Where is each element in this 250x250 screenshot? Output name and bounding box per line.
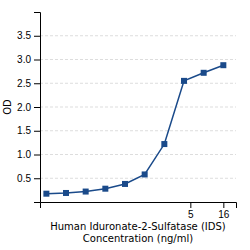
line	[46, 65, 223, 193]
tick: 1.0	[17, 149, 40, 160]
point	[161, 141, 167, 147]
tick: 3.0	[17, 54, 40, 65]
tick-label: 2.0	[17, 102, 31, 113]
tick: 2.0	[17, 102, 40, 113]
axis-line	[34, 13, 41, 203]
tick-mark	[34, 178, 40, 179]
tick-label: 0.5	[17, 173, 31, 184]
point	[43, 191, 49, 197]
point	[201, 70, 207, 76]
x-axis-title-line: Concentration (ng/ml)	[83, 233, 193, 244]
tick-label: 16	[218, 209, 230, 220]
tick: 2.5	[17, 78, 40, 89]
tick: 16	[218, 202, 230, 220]
point	[142, 171, 148, 177]
tick: 0.5	[17, 173, 40, 184]
grid-line	[40, 130, 236, 131]
grid-line	[40, 154, 236, 155]
y-axis-title: OD	[2, 99, 13, 115]
point	[181, 78, 187, 84]
tick-label: 3.0	[17, 54, 31, 65]
grid	[40, 36, 236, 179]
grid-line	[40, 35, 236, 36]
point	[63, 190, 69, 196]
tick-label: 5	[188, 209, 194, 220]
y-axis: 0.5 1.0 1.5 2.0 2.5 3.0 3.5	[17, 13, 40, 203]
tick-label: 1.0	[17, 149, 31, 160]
grid-line	[40, 107, 236, 108]
marks	[43, 62, 226, 196]
point	[220, 62, 226, 68]
tick-mark	[223, 202, 224, 208]
tick-label: 2.5	[17, 78, 31, 89]
tick-mark	[34, 131, 40, 132]
chart: 5 16 0.5 1.0 1.5 2.0 2.5 3.0 3.5 Human Iduronate-…	[0, 0, 250, 250]
tick-mark	[34, 155, 40, 156]
point	[102, 186, 108, 192]
x-axis-title: Human Iduronate-2-Sulfatase (IDS)Concent…	[50, 221, 226, 244]
x-axis: 5 16	[41, 202, 237, 220]
point	[83, 189, 89, 195]
plot-area: 5 16 0.5 1.0 1.5 2.0 2.5 3.0 3.5	[17, 13, 236, 221]
grid-line	[40, 83, 236, 84]
tick-mark	[34, 60, 40, 61]
point	[122, 181, 128, 187]
tick-mark	[34, 107, 40, 108]
tick: 3.5	[17, 30, 40, 41]
tick-label: 3.5	[17, 30, 31, 41]
tick: 5	[188, 202, 194, 220]
x-axis-title-line: Human Iduronate-2-Sulfatase (IDS)	[50, 221, 226, 232]
tick-mark	[34, 83, 40, 84]
tick-mark	[190, 202, 191, 208]
tick-mark	[34, 36, 40, 37]
grid-line	[40, 59, 236, 60]
tick: 1.5	[17, 125, 40, 136]
axis-line	[41, 203, 237, 209]
tick-label: 1.5	[17, 125, 31, 136]
